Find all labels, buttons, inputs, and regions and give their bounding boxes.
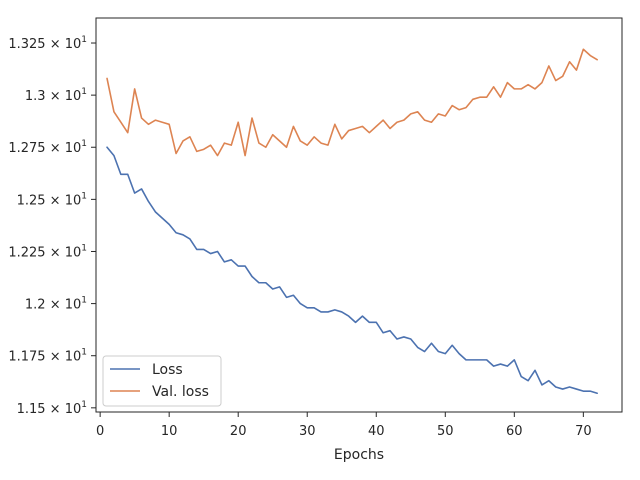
series-layer bbox=[106, 48, 598, 395]
series-line-loss bbox=[106, 146, 598, 395]
x-axis-label: Epochs bbox=[334, 447, 384, 463]
x-tick-label: 30 bbox=[299, 424, 316, 439]
y-tick-label: 1.3 × 101 bbox=[25, 87, 87, 104]
x-tick-label: 50 bbox=[437, 424, 454, 439]
series-line-val-loss bbox=[106, 48, 598, 157]
legend: Loss Val. loss bbox=[102, 355, 222, 407]
y-tick-label: 1.2 × 101 bbox=[25, 296, 87, 313]
y-tick-label: 1.275 × 101 bbox=[8, 139, 87, 156]
x-tick-label: 20 bbox=[230, 424, 247, 439]
legend-label-loss: Loss bbox=[152, 362, 183, 378]
x-axis: 0 10 20 30 40 50 60 70 bbox=[96, 412, 592, 439]
x-tick-label: 10 bbox=[161, 424, 178, 439]
y-tick-label: 1.25 × 101 bbox=[17, 191, 87, 208]
x-tick-label: 40 bbox=[368, 424, 385, 439]
x-tick-label: 0 bbox=[96, 424, 104, 439]
y-tick-label: 1.225 × 101 bbox=[8, 243, 87, 260]
plot-frame bbox=[95, 17, 623, 413]
y-tick-label: 1.15 × 101 bbox=[17, 400, 87, 417]
legend-label-val-loss: Val. loss bbox=[152, 384, 209, 400]
x-tick-label: 70 bbox=[575, 424, 592, 439]
y-tick-label: 1.175 × 101 bbox=[8, 348, 87, 365]
y-axis: 1.15 × 101 1.175 × 101 1.2 × 101 1.225 × 10… bbox=[8, 35, 96, 417]
plot-area bbox=[95, 17, 623, 413]
y-tick-label: 1.325 × 101 bbox=[8, 35, 87, 52]
x-tick-label: 60 bbox=[506, 424, 523, 439]
